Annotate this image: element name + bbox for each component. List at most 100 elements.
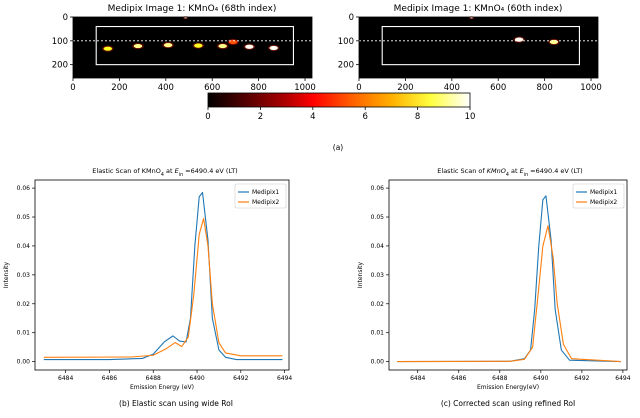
x-axis-label: Emission Energy(eV) <box>477 384 539 391</box>
y-axis-label: Intensity <box>3 261 10 288</box>
x-tick-label: 0 <box>356 83 361 93</box>
caption-b: (b) Elastic scan using wide RoI <box>119 399 233 408</box>
colorbar-tick-label: 8 <box>415 112 420 122</box>
heatmap-spot <box>470 17 473 19</box>
x-axis-label: Emission Energy (eV) <box>130 384 194 391</box>
y-tick-label: 0.06 <box>17 185 31 192</box>
title-subscript: in <box>179 172 183 178</box>
heatmap-frame <box>358 16 599 79</box>
series-line-medipix2 <box>397 225 621 363</box>
heatmap-panel-68th: Medipix Image 1: KMnO₄ (68th index) 0 200… <box>52 4 316 93</box>
heatmap-spot <box>163 43 173 48</box>
heatmap-spot <box>269 45 278 51</box>
x-tick-label: 6492 <box>574 375 589 382</box>
x-tick-label: 6494 <box>277 375 292 382</box>
y-tick-label: 0.05 <box>17 214 31 221</box>
plot-frame <box>388 179 628 371</box>
title-part: at <box>509 167 520 175</box>
colorbar: 0 2 4 6 8 10 <box>205 92 476 122</box>
title-subscript: 4 <box>161 172 164 178</box>
y-tick-label: 0.04 <box>17 243 31 250</box>
y-tick-label: 0.01 <box>17 330 31 337</box>
colorbar-tick-label: 10 <box>465 112 476 122</box>
y-tick-label: 0.02 <box>17 301 31 308</box>
legend-label: Medipix2 <box>590 199 617 206</box>
x-tick-label: 6494 <box>615 375 630 382</box>
colorbar-gradient <box>207 92 471 108</box>
title-subscript: 4 <box>506 172 509 178</box>
title-subscript: in <box>524 172 528 178</box>
plot-title: Elastic Scan of KMnO4 at Ein =6490.4 eV … <box>92 167 237 178</box>
x-tick-label: 6486 <box>451 375 466 382</box>
x-tick-label: 6484 <box>58 375 73 382</box>
title-part: =6490.4 eV (LT) <box>528 167 583 175</box>
plot-title: Elastic Scan of KMnO4 at Ein =6490.4 eV … <box>437 167 582 178</box>
plot-frame <box>34 179 290 371</box>
colorbar-tick-label: 6 <box>362 112 367 122</box>
x-tick-label: 600 <box>490 83 506 93</box>
heatmap-spot <box>133 43 143 49</box>
line-plot-wide-roi: Elastic Scan of KMnO4 at Ein =6490.4 eV … <box>3 167 292 391</box>
heatmap-spot <box>245 44 254 49</box>
legend-label: Medipix1 <box>252 189 279 196</box>
colorbar-tick-label: 0 <box>205 112 210 122</box>
y-tick-label: 0.04 <box>371 243 385 250</box>
x-tick-label: 6484 <box>410 375 425 382</box>
x-tick-label: 800 <box>537 83 553 93</box>
heatmap-spot <box>514 37 524 42</box>
y-tick-label: 0.02 <box>371 301 385 308</box>
x-tick-label: 6490 <box>189 375 204 382</box>
x-tick-label: 6488 <box>146 375 161 382</box>
x-tick-label: 200 <box>397 83 413 93</box>
colorbar-tick-label: 2 <box>258 112 263 122</box>
x-tick-label: 200 <box>111 83 127 93</box>
roi-box <box>95 25 294 66</box>
title-part: E <box>175 167 180 175</box>
roi-box <box>381 25 580 66</box>
legend-label: Medipix1 <box>590 189 617 196</box>
y-tick-label: 0.00 <box>17 359 31 366</box>
heatmap-panel-60th: Medipix Image 1: KMnO₄ (60th index) 0 200… <box>338 4 602 93</box>
y-tick-label: 0 <box>349 13 354 23</box>
x-tick-label: 6488 <box>492 375 507 382</box>
heatmap-spot <box>218 43 227 49</box>
y-tick-label: 100 <box>338 37 354 47</box>
series-line-medipix1 <box>397 195 621 363</box>
x-tick-label: 0 <box>70 83 75 93</box>
x-tick-label: 6486 <box>102 375 117 382</box>
y-tick-label: 100 <box>52 37 68 47</box>
caption-c: (c) Corrected scan using refined RoI <box>441 399 575 408</box>
y-tick-label: 0.01 <box>371 330 385 337</box>
legend-label: Medipix2 <box>252 199 279 206</box>
y-tick-label: 0.06 <box>371 185 385 192</box>
heatmap-spot <box>228 39 238 45</box>
line-plot-refined-roi: Elastic Scan of KMnO4 at Ein =6490.4 eV … <box>357 167 631 391</box>
y-tick-label: 0.03 <box>17 272 31 279</box>
heatmap-spot <box>194 43 203 48</box>
heatmap-title: Medipix Image 1: KMnO₄ (60th index) <box>394 4 563 14</box>
title-part: Elastic Scan of <box>437 167 486 175</box>
heatmap-spot <box>184 17 187 19</box>
y-tick-label: 0.05 <box>371 214 385 221</box>
x-tick-label: 400 <box>444 83 460 93</box>
title-part: E <box>520 167 525 175</box>
title-part: =6490.4 eV (LT) <box>183 167 238 175</box>
heatmap-background <box>359 17 598 78</box>
x-tick-label: 800 <box>251 83 267 93</box>
title-part: Elastic Scan of KMnO <box>92 167 161 175</box>
x-tick-label: 1000 <box>580 83 602 93</box>
y-tick-label: 200 <box>338 61 354 71</box>
x-tick-label: 600 <box>204 83 220 93</box>
heatmap-title: Medipix Image 1: KMnO₄ (68th index) <box>108 4 277 14</box>
colorbar-tick-label: 4 <box>310 112 315 122</box>
heatmap-spot <box>103 46 113 51</box>
x-tick-label: 6492 <box>233 375 248 382</box>
x-tick-label: 400 <box>158 83 174 93</box>
y-tick-label: 0 <box>63 13 68 23</box>
x-tick-label: 1000 <box>294 83 316 93</box>
y-axis-label: Intensity <box>357 261 364 288</box>
series-line-medipix1 <box>43 191 283 361</box>
x-tick-label: 6490 <box>533 375 548 382</box>
figure-caption-a: (a) <box>333 143 344 152</box>
